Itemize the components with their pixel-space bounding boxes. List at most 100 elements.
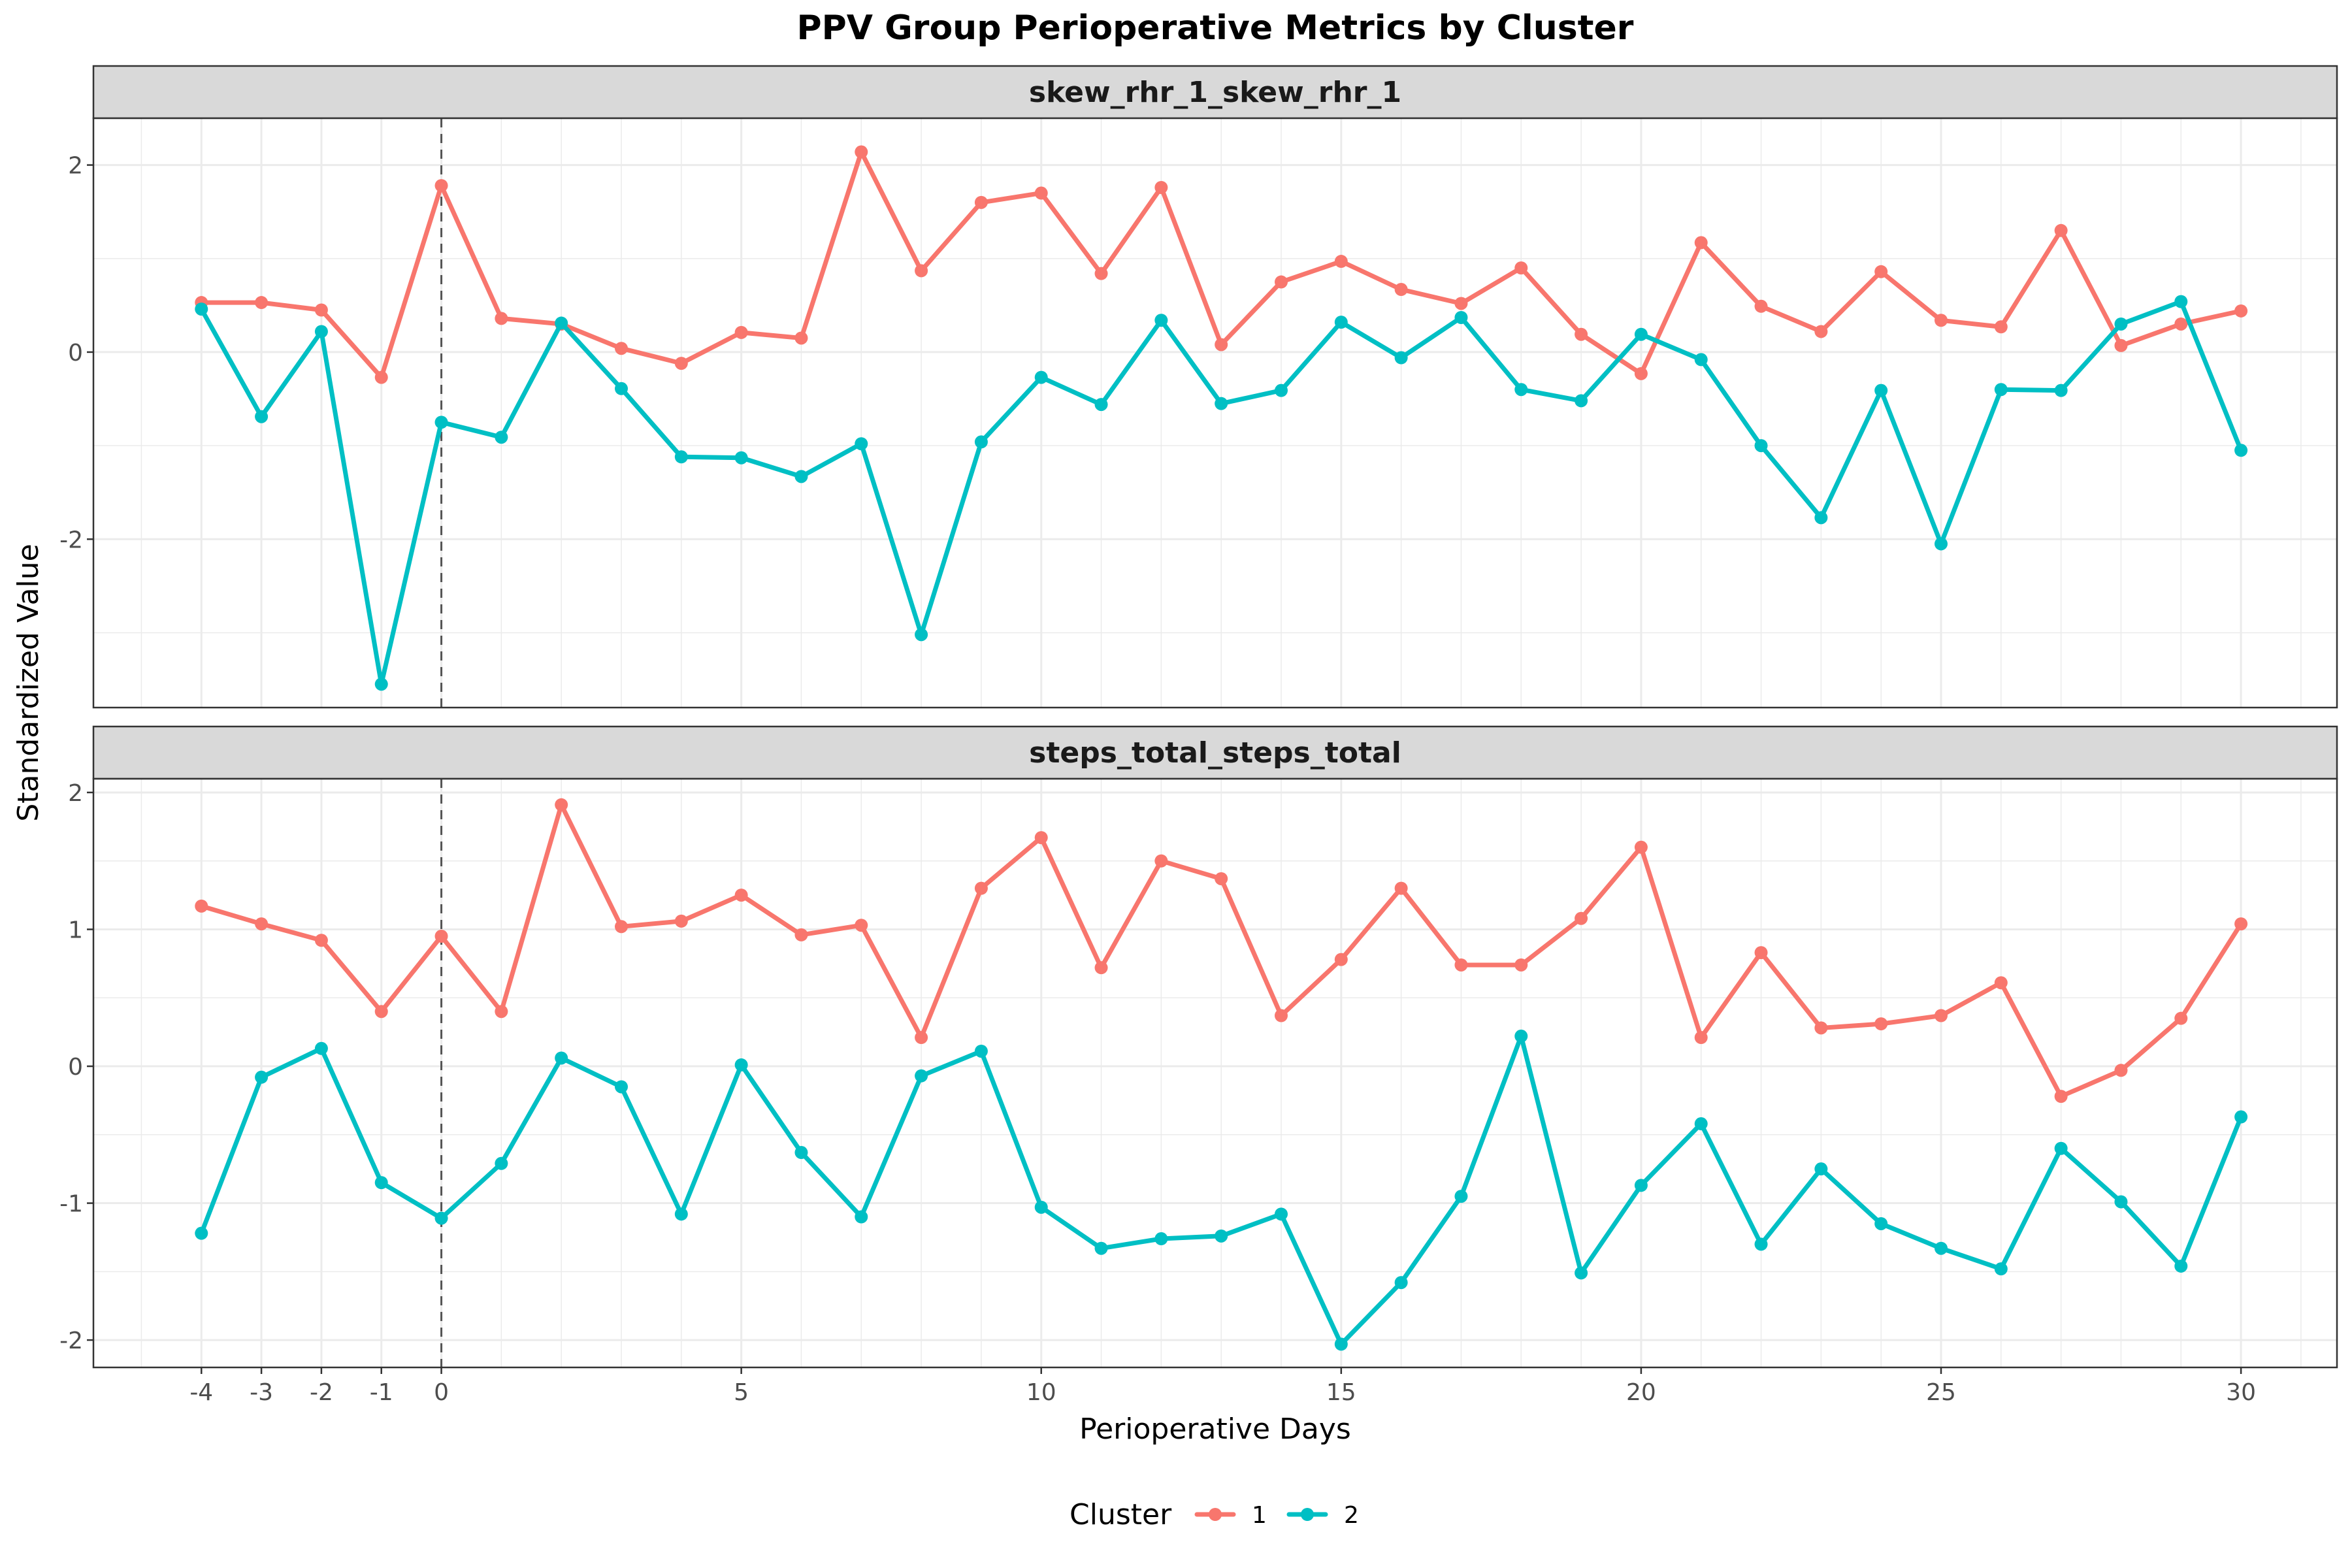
y-tick-label: -1: [59, 1191, 83, 1218]
data-point: [615, 920, 628, 934]
data-point: [1275, 384, 1288, 397]
data-point: [1034, 1200, 1048, 1214]
data-point: [794, 470, 808, 483]
data-point: [1454, 310, 1468, 324]
data-point: [374, 1176, 388, 1190]
series-cluster-1: [195, 798, 2248, 1103]
x-axis-title: Perioperative Days: [1079, 1413, 1351, 1446]
data-point: [314, 934, 328, 947]
data-point: [434, 929, 448, 943]
y-tick-label: 2: [68, 780, 83, 807]
data-point: [1334, 316, 1348, 329]
legend-entry-2: 2: [1286, 1502, 1359, 1529]
data-point: [495, 1156, 508, 1170]
data-point: [2114, 317, 2128, 331]
data-point: [1215, 1229, 1228, 1243]
y-tick-label: 1: [68, 917, 83, 943]
y-tick-label: 0: [68, 1054, 83, 1081]
data-point: [1275, 275, 1288, 289]
data-point: [974, 1044, 988, 1058]
panels-layer: skew_rhr_1_skew_rhr_1 -2 0 2 steps_total_ste…: [59, 65, 2338, 1369]
y-tick-label: 2: [68, 153, 83, 180]
data-point: [1034, 831, 1048, 845]
data-point: [1154, 180, 1168, 194]
data-point: [615, 382, 628, 395]
data-point: [1935, 314, 1948, 327]
data-point: [1575, 1266, 1588, 1280]
data-point: [915, 1031, 928, 1045]
legend-title: Cluster: [1070, 1498, 1172, 1531]
data-point: [314, 1041, 328, 1055]
facet-strip: [92, 725, 2338, 780]
data-point: [1394, 351, 1408, 365]
data-point: [1394, 283, 1408, 297]
data-point: [1874, 1017, 1888, 1031]
data-point: [434, 179, 448, 193]
data-point: [2054, 1090, 2068, 1103]
data-point: [1754, 299, 1768, 313]
panel-border: [92, 117, 2338, 709]
data-point: [1334, 255, 1348, 269]
data-point: [974, 435, 988, 449]
facet-strip-label: steps_total_steps_total: [1029, 736, 1401, 770]
data-point: [1814, 1162, 1828, 1176]
data-point: [2174, 317, 2188, 331]
data-point: [434, 416, 448, 429]
data-point: [1514, 383, 1528, 397]
series-cluster-2: [195, 295, 2248, 691]
data-point: [1814, 1021, 1828, 1035]
data-point: [1935, 537, 1948, 551]
data-point: [255, 410, 269, 423]
y-tick-label: -2: [59, 527, 83, 553]
y-tick-label: 0: [68, 340, 83, 367]
data-point: [555, 316, 568, 330]
series-cluster-2: [195, 1029, 2248, 1351]
data-point: [1094, 1241, 1108, 1255]
panel-border: [92, 777, 2338, 1369]
data-point: [1754, 946, 1768, 960]
data-point: [1034, 370, 1048, 384]
chart-title: PPV Group Perioperative Metrics by Clust…: [797, 8, 1634, 48]
data-point: [2174, 295, 2188, 308]
data-point: [674, 357, 688, 370]
data-point: [794, 1146, 808, 1160]
data-point: [195, 1226, 208, 1240]
data-point: [1215, 872, 1228, 885]
plot-area: [93, 118, 2337, 708]
data-point: [1154, 1232, 1168, 1246]
data-point: [2054, 384, 2068, 397]
data-point: [1994, 320, 2008, 334]
data-point: [1634, 840, 1648, 854]
x-tick-label: 15: [1326, 1379, 1356, 1406]
data-point: [1215, 397, 1228, 410]
x-tick-label: 0: [434, 1379, 449, 1406]
data-point: [1694, 236, 1708, 250]
data-point: [1154, 854, 1168, 868]
data-point: [1634, 327, 1648, 341]
data-point: [555, 798, 568, 811]
data-point: [1454, 958, 1468, 972]
data-point: [855, 1210, 868, 1224]
x-axis: -4 -3 -2 -1 0 5 10 15 20 25 30: [189, 1367, 2256, 1406]
data-point: [1694, 1031, 1708, 1045]
data-point: [915, 1069, 928, 1083]
x-tick-label: -3: [250, 1379, 273, 1406]
data-point: [1334, 1337, 1348, 1351]
data-point: [794, 331, 808, 345]
data-point: [674, 1207, 688, 1221]
plot-area: [93, 779, 2337, 1367]
data-point: [555, 1051, 568, 1065]
data-point: [1514, 261, 1528, 275]
data-point: [374, 370, 388, 384]
facet-strip-label: skew_rhr_1_skew_rhr_1: [1029, 76, 1401, 109]
data-point: [615, 1080, 628, 1094]
y-tick-label: -2: [59, 1328, 83, 1354]
legend-label: 1: [1252, 1502, 1267, 1529]
data-point: [794, 928, 808, 941]
data-point: [1754, 1237, 1768, 1251]
data-point: [1215, 338, 1228, 351]
data-point: [734, 889, 748, 902]
data-point: [195, 302, 208, 316]
legend-label: 2: [1344, 1502, 1359, 1529]
data-point: [1994, 976, 2008, 990]
